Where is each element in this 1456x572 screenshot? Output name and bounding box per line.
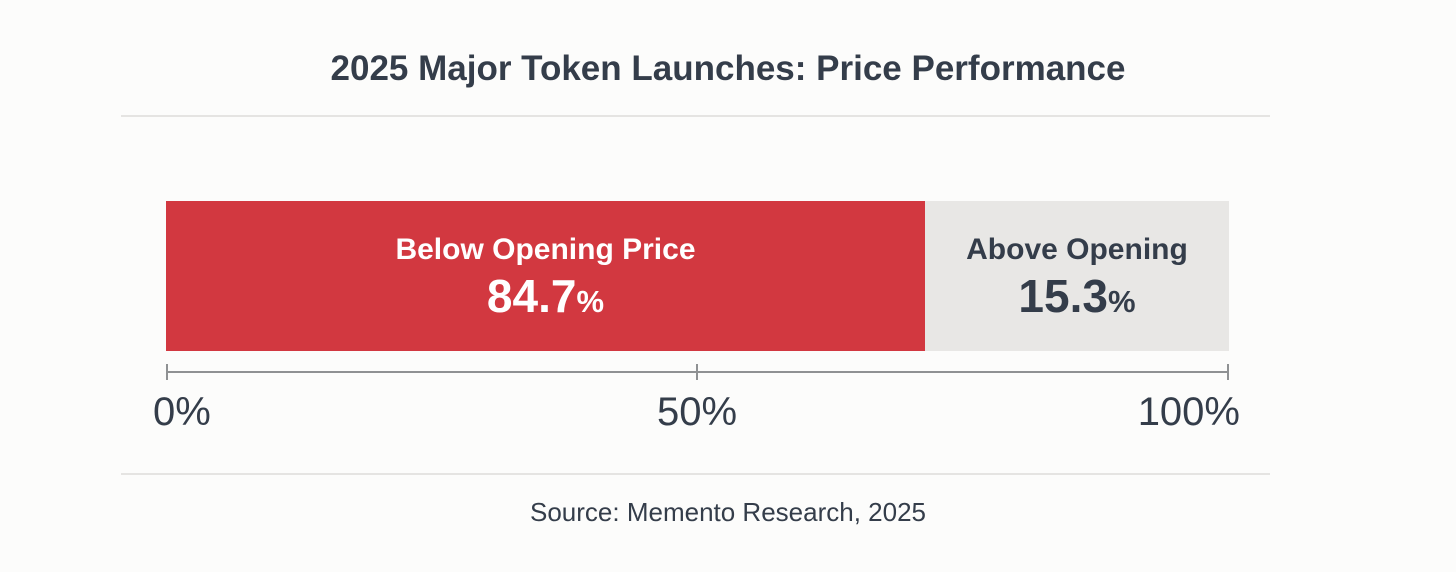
percent-sign: % (576, 284, 605, 320)
source-note: Source: Memento Research, 2025 (530, 497, 926, 527)
segment-value-below-opening: 84.7% (487, 273, 604, 319)
axis-label-50: 50% (656, 390, 738, 434)
axis-tick-0 (166, 364, 168, 380)
bar-segment-below-opening: Below Opening Price 84.7% (166, 201, 925, 351)
chart-title: 2025 Major Token Launches: Price Perform… (330, 49, 1126, 88)
top-divider (121, 115, 1270, 117)
bottom-divider (121, 473, 1270, 475)
axis-tick-100 (1227, 364, 1229, 380)
segment-label-below-opening: Below Opening Price (395, 232, 696, 266)
percent-sign: % (1107, 284, 1136, 320)
stacked-bar: Below Opening Price 84.7% Above Opening … (166, 201, 1229, 351)
segment-value-number: 15.3 (1018, 270, 1108, 323)
axis-label-100: 100% (1137, 390, 1240, 434)
bar-segment-above-opening: Above Opening 15.3% (924, 201, 1229, 351)
segment-value-number: 84.7 (486, 270, 577, 323)
axis-tick-50 (696, 364, 698, 380)
segment-value-above-opening: 15.3% (1018, 273, 1135, 319)
segment-label-above-opening: Above Opening (966, 232, 1188, 266)
axis-label-0: 0% (153, 390, 211, 434)
